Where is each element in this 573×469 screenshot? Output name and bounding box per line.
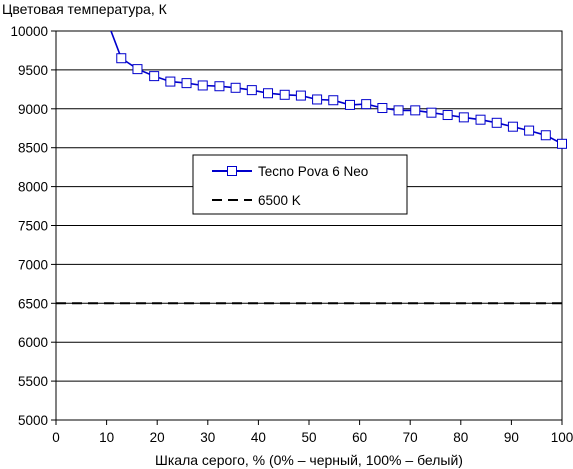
x-tick-label: 0 bbox=[52, 430, 60, 445]
y-tick-label: 6500 bbox=[18, 296, 48, 311]
axis-ticks: 5000 5500 6000 6500 7000 7500 8000 8500 9000 9500… bbox=[10, 24, 573, 445]
data-point bbox=[165, 76, 176, 87]
y-tick-label: 5000 bbox=[18, 413, 48, 428]
data-point bbox=[263, 88, 274, 99]
data-point bbox=[458, 112, 469, 123]
data-point bbox=[312, 94, 323, 105]
data-point bbox=[361, 99, 372, 110]
data-point bbox=[214, 81, 225, 92]
data-point bbox=[475, 114, 486, 125]
y-tick-label: 7500 bbox=[18, 219, 48, 234]
data-point bbox=[410, 105, 421, 116]
y-tick-label: 10000 bbox=[10, 24, 48, 39]
legend-swatch-tecno-marker bbox=[227, 166, 237, 176]
data-point bbox=[491, 117, 502, 128]
data-point bbox=[328, 95, 339, 106]
legend-label-tecno: Tecno Pova 6 Neo bbox=[258, 164, 368, 179]
data-point bbox=[181, 78, 192, 89]
data-point bbox=[557, 138, 567, 149]
x-tick-label: 50 bbox=[301, 430, 316, 445]
data-point bbox=[149, 71, 160, 82]
x-tick-label: 80 bbox=[453, 430, 468, 445]
data-point bbox=[377, 103, 388, 114]
x-tick-label: 90 bbox=[504, 430, 519, 445]
y-tick-label: 5500 bbox=[18, 374, 48, 389]
data-point bbox=[507, 121, 518, 132]
data-point bbox=[344, 99, 355, 110]
x-tick-label: 30 bbox=[200, 430, 215, 445]
data-point bbox=[132, 64, 143, 75]
y-axis-title: Цветовая температура, К bbox=[2, 1, 168, 17]
legend: Tecno Pova 6 Neo 6500 K bbox=[192, 154, 408, 215]
data-point bbox=[246, 85, 257, 96]
x-tick-label: 40 bbox=[251, 430, 266, 445]
legend-label-6500k: 6500 K bbox=[258, 193, 301, 208]
data-point bbox=[197, 80, 208, 91]
x-tick-label: 10 bbox=[99, 430, 114, 445]
y-tick-label: 8500 bbox=[18, 141, 48, 156]
y-tick-label: 7000 bbox=[18, 257, 48, 272]
data-point bbox=[279, 89, 290, 100]
data-point bbox=[524, 125, 535, 136]
data-point bbox=[442, 110, 453, 121]
data-point bbox=[295, 90, 306, 101]
x-tick-label: 100 bbox=[551, 430, 573, 445]
y-tick-label: 9500 bbox=[18, 63, 48, 78]
series-layer bbox=[56, 31, 567, 305]
y-tick-label: 6000 bbox=[18, 335, 48, 350]
x-tick-label: 60 bbox=[352, 430, 367, 445]
y-tick-label: 9000 bbox=[18, 102, 48, 117]
data-point bbox=[540, 130, 551, 141]
y-tick-label: 8000 bbox=[18, 180, 48, 195]
data-point bbox=[116, 53, 127, 64]
data-point bbox=[393, 105, 404, 116]
data-point bbox=[426, 107, 437, 118]
gridlines bbox=[56, 30, 562, 421]
x-tick-label: 70 bbox=[403, 430, 418, 445]
data-point bbox=[230, 82, 241, 93]
x-axis-title: Шкала серого, % (0% – черный, 100% – бел… bbox=[155, 452, 463, 468]
x-tick-label: 20 bbox=[150, 430, 165, 445]
legend-box bbox=[192, 154, 408, 215]
